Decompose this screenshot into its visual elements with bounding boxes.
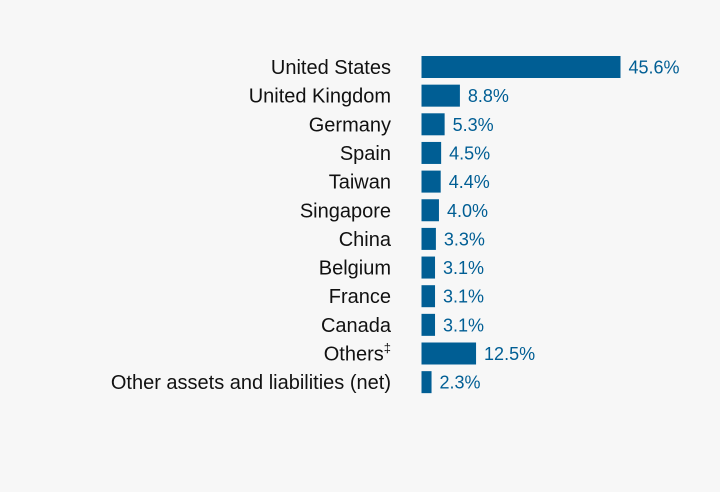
category-label: China (339, 229, 392, 251)
value-label: 4.4% (449, 172, 490, 192)
category-label: Taiwan (329, 172, 391, 194)
value-labels-group: 45.6% 8.8% 5.3% 4.5% 4.4% 4.0% 3.3% 3.1% 3.1% 3.1… (440, 58, 680, 393)
category-label: Germany (309, 114, 391, 136)
value-label: 3.3% (444, 229, 485, 249)
category-label: Canada (321, 315, 392, 337)
value-label: 2.3% (440, 373, 481, 393)
value-label: 8.8% (468, 86, 509, 106)
bar (421, 256, 436, 279)
category-label: France (329, 286, 391, 308)
bar (421, 84, 460, 107)
bar (421, 342, 477, 365)
value-label: 3.1% (443, 258, 484, 278)
category-label: Spain (340, 143, 391, 165)
bar (421, 199, 439, 222)
category-label: Singapore (300, 200, 391, 222)
category-label: United States (271, 57, 391, 79)
category-label: Other assets and liabilities (net) (111, 372, 391, 394)
value-label: 45.6% (629, 58, 680, 78)
category-labels-group: United States United Kingdom Germany Spain T… (111, 57, 392, 394)
value-label: 12.5% (484, 344, 535, 364)
category-label: United Kingdom (249, 86, 391, 108)
category-label: Belgium (319, 258, 391, 280)
bar (421, 285, 436, 308)
bar (421, 371, 432, 394)
value-label: 3.1% (443, 287, 484, 307)
value-label: 4.5% (449, 143, 490, 163)
bars-group (421, 56, 621, 394)
bar (421, 141, 442, 164)
value-label: 4.0% (447, 201, 488, 221)
bar (421, 56, 621, 78)
bar (421, 170, 441, 193)
value-label: 3.1% (443, 315, 484, 335)
bar (421, 313, 436, 336)
value-label: 5.3% (453, 115, 494, 135)
bar (421, 113, 445, 136)
category-label: Others‡ (324, 341, 391, 366)
bar (421, 227, 436, 250)
